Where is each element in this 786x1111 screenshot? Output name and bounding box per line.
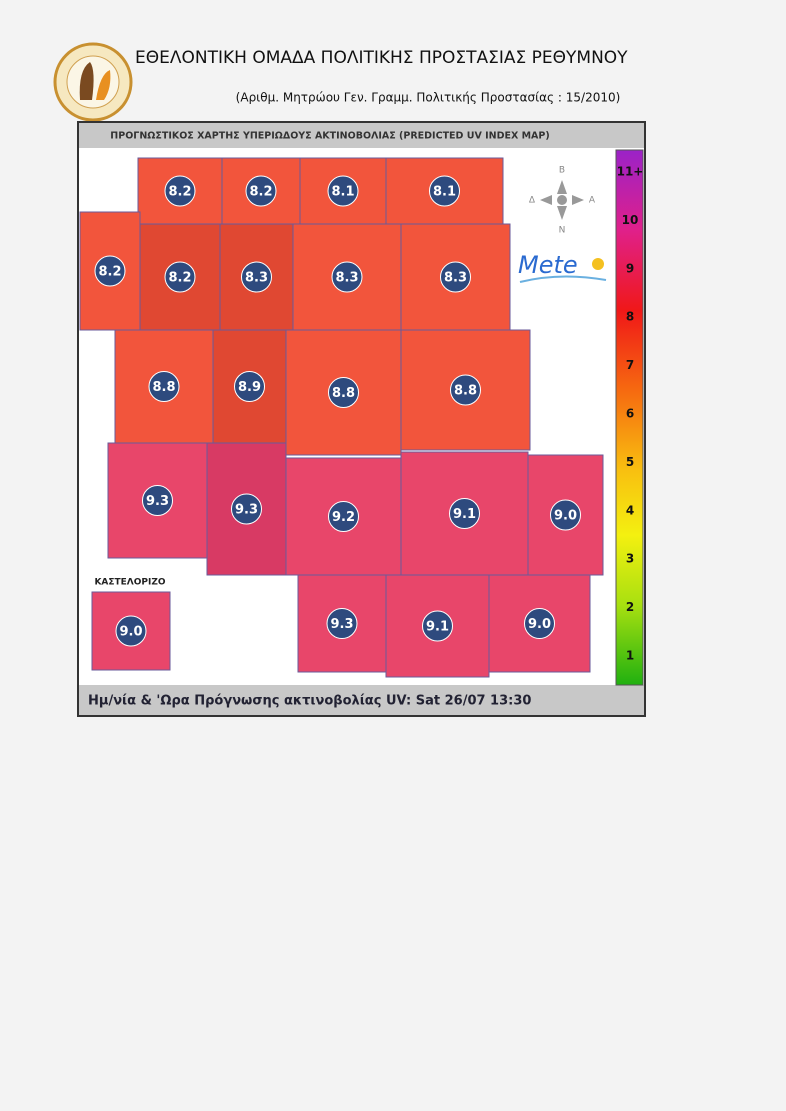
map-title: ΠΡΟΓΝΩΣΤΙΚΟΣ ΧΑΡΤΗΣ ΥΠΕΡΙΩΔΟΥΣ ΑΚΤΙΝΟΒΟΛ… <box>110 131 549 142</box>
tile-value: 8.2 <box>98 265 121 280</box>
tile-badge <box>142 485 173 516</box>
tile-badge <box>164 261 196 293</box>
tile-value: 8.1 <box>433 185 456 200</box>
tile-value: 9.3 <box>235 503 258 518</box>
tile-badge <box>241 261 272 293</box>
footer-text: Ημ/νία & 'Ωρα Πρόγνωσης ακτινοβολίας UV:… <box>88 694 531 709</box>
uv-scale <box>615 149 644 686</box>
tile-value: 8.3 <box>444 271 467 286</box>
tile-badge <box>328 501 359 532</box>
scale-label: 2 <box>626 600 634 614</box>
tile-value: 9.3 <box>146 494 169 509</box>
tile-value: 8.8 <box>152 380 175 395</box>
tile-value: 9.1 <box>453 507 476 522</box>
tile-badge <box>331 261 363 293</box>
tile-value: 9.0 <box>119 625 142 640</box>
scale-label: 7 <box>626 358 634 372</box>
tile-badge <box>524 608 555 639</box>
tile <box>137 157 223 225</box>
compass-s: Ν <box>559 226 566 236</box>
tiles: 8.2 8.2 8.1 8.1 8.2 8.2 8.3 8.3 8.3 8.8 8.9 8.8 8.8 9… <box>79 157 604 678</box>
tile-value: 8.8 <box>332 386 355 401</box>
tile-badge <box>328 377 359 408</box>
scale-label: 11+ <box>617 165 644 179</box>
scale-label: 3 <box>626 552 634 566</box>
meteo-logo: Mete <box>518 251 578 279</box>
meteo-sun <box>592 258 604 270</box>
inset-label: ΚΑΣΤΕΛΟΡΙΖΟ <box>94 578 165 588</box>
tile-badge <box>234 371 265 402</box>
tile-badge <box>450 374 481 406</box>
logo <box>53 42 133 122</box>
tile-badge <box>327 175 359 207</box>
tile-value: 9.0 <box>554 509 577 524</box>
tile-value: 8.9 <box>238 380 261 395</box>
subtitle: (Αριθμ. Μητρώου Γεν. Γραμμ. Πολιτικής Πρ… <box>236 91 621 105</box>
tile-badge <box>148 371 180 402</box>
scale-labels: 11+ 10 9 8 7 6 5 4 3 2 1 <box>617 165 644 663</box>
tile-badge <box>94 255 126 287</box>
scale-label: 9 <box>626 261 634 275</box>
tile-value: 8.3 <box>335 271 358 286</box>
tile-value: 8.1 <box>331 185 354 200</box>
tile-badge <box>231 493 262 525</box>
compass <box>540 180 584 220</box>
title: ΕΘΕΛΟΝΤΙΚΗ ΟΜΑΔΑ ΠΟΛΙΤΙΚΗΣ ΠΡΟΣΤΑΣΙΑΣ ΡΕ… <box>135 48 628 68</box>
map-footer <box>79 685 644 715</box>
scale-label: 4 <box>626 503 634 517</box>
tile-badge <box>449 498 480 529</box>
scale-label: 6 <box>626 407 634 421</box>
tile-value: 8.2 <box>168 185 191 200</box>
tile-value: 9.3 <box>330 617 353 632</box>
scale-label: 8 <box>626 310 634 324</box>
scale-label: 10 <box>622 213 639 227</box>
compass-e: Α <box>589 196 596 206</box>
map-header <box>79 123 644 148</box>
tile-badge <box>245 175 277 207</box>
compass-w: Δ <box>529 196 536 206</box>
tile-badge <box>115 615 147 647</box>
tile-badge <box>550 499 581 531</box>
tile-badge <box>422 610 453 642</box>
scale-label: 5 <box>626 455 634 469</box>
tile-value: 8.2 <box>168 271 191 286</box>
tile-badge <box>429 175 460 207</box>
tile-value: 8.3 <box>245 271 268 286</box>
tile-value: 8.8 <box>454 384 477 399</box>
meteo-wave <box>519 275 607 283</box>
tile-value: 9.0 <box>528 617 551 632</box>
scale-label: 1 <box>626 649 634 663</box>
tile-value: 9.1 <box>426 620 449 635</box>
tile-badge <box>164 175 196 207</box>
tile-badge <box>326 608 358 639</box>
tile-value: 8.2 <box>249 185 272 200</box>
tile-value: 9.2 <box>332 510 355 525</box>
compass-n: Β <box>559 166 565 176</box>
tile-badge <box>440 261 471 293</box>
